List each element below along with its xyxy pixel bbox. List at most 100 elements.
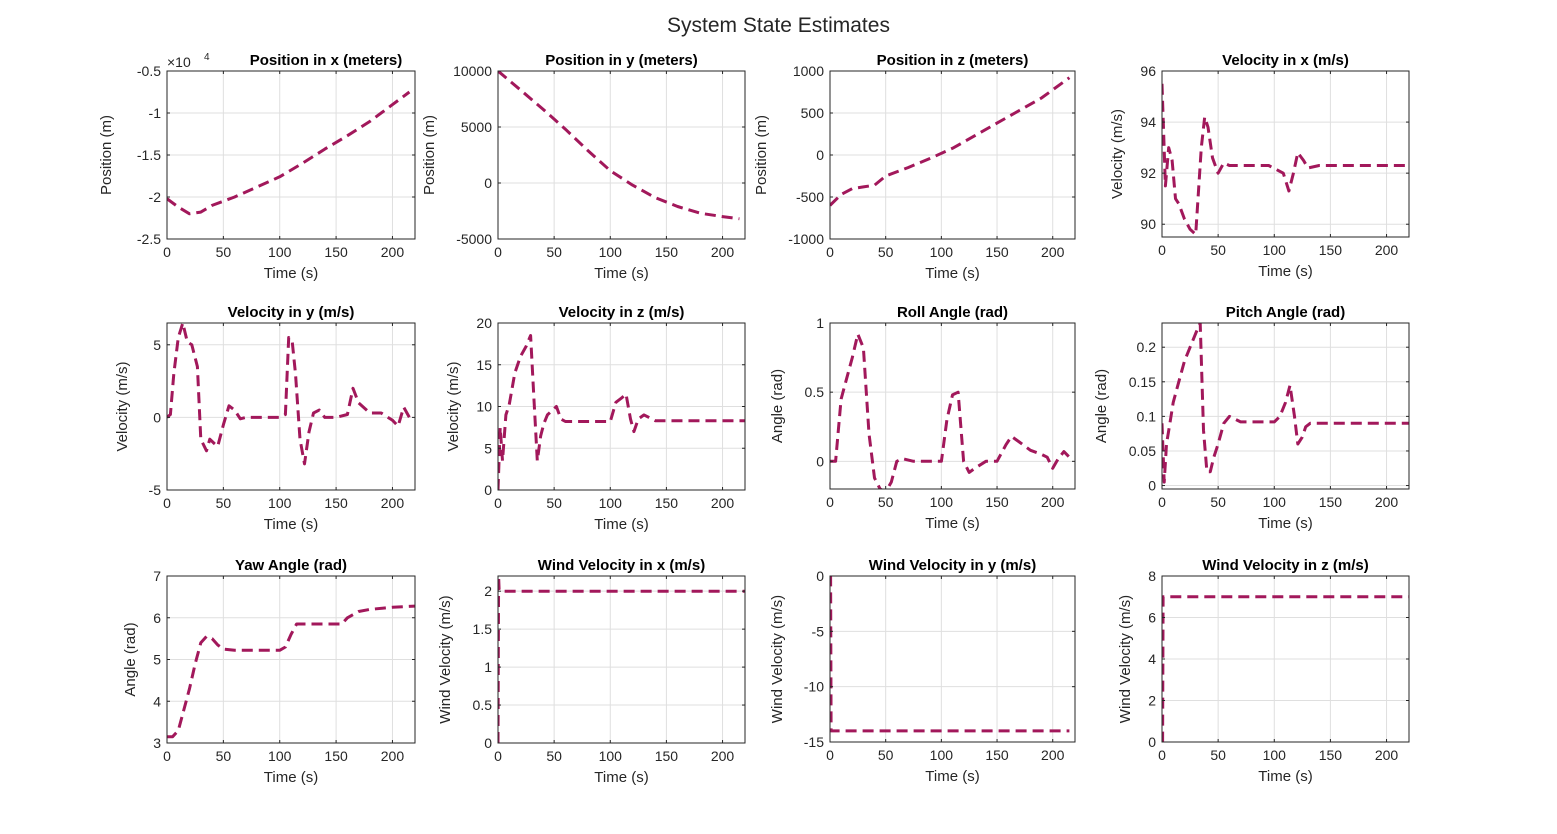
x-tick-label: 150 — [655, 495, 679, 511]
y-tick-label: 500 — [801, 105, 825, 121]
x-tick-label: 150 — [985, 244, 1009, 260]
axes-box — [497, 575, 746, 744]
x-tick-label: 200 — [711, 495, 735, 511]
x-tick-label: 100 — [1263, 747, 1287, 763]
x-axis-label: Time (s) — [264, 265, 318, 282]
y-tick-label: 0 — [153, 409, 161, 425]
subplot-title: Wind Velocity in z (m/s) — [1202, 557, 1369, 574]
x-tick-label: 50 — [216, 244, 232, 260]
x-tick-label: 200 — [381, 495, 405, 511]
x-tick-label: 50 — [216, 748, 232, 764]
y-tick-label: 3 — [153, 735, 161, 751]
y-axis-label: Position (m) — [421, 115, 438, 195]
axes-box — [829, 322, 1076, 490]
y-tick-label: 0.15 — [1129, 374, 1156, 390]
x-tick-label: 0 — [494, 495, 502, 511]
x-tick-label: 50 — [216, 495, 232, 511]
y-tick-label: 7 — [153, 568, 161, 584]
x-tick-label: 0 — [163, 495, 171, 511]
x-tick-label: 100 — [930, 244, 954, 260]
x-tick-label: 100 — [930, 494, 954, 510]
x-axis-label: Time (s) — [594, 516, 648, 533]
y-axis-label: Angle (rad) — [1093, 369, 1110, 443]
subplot-10: 0 50 100 150 200 0 0.5 1 1.5 2 Wind Velocity in x … — [437, 557, 746, 786]
x-tick-label: 200 — [711, 748, 735, 764]
y-axis-label: Wind Velocity (m/s) — [437, 595, 454, 723]
x-tick-label: 200 — [1375, 242, 1399, 258]
x-tick-label: 0 — [494, 244, 502, 260]
y-tick-label: 8 — [1148, 568, 1156, 584]
x-tick-label: 0 — [163, 748, 171, 764]
y-axis-label: Angle (rad) — [122, 622, 139, 696]
x-tick-label: 0 — [826, 494, 834, 510]
y-tick-label: -2 — [149, 189, 162, 205]
x-tick-label: 100 — [599, 495, 623, 511]
axes-box — [829, 575, 1076, 743]
y-tick-label: 0.2 — [1137, 339, 1157, 355]
y-tick-label: 0 — [816, 453, 824, 469]
plot-area — [830, 576, 1075, 742]
x-tick-label: 0 — [1158, 242, 1166, 258]
x-tick-label: 50 — [546, 495, 562, 511]
subplot-title: Pitch Angle (rad) — [1226, 304, 1345, 321]
series-line-1 — [167, 90, 411, 216]
series-line-1 — [1162, 323, 1409, 484]
x-tick-label: 100 — [930, 747, 954, 763]
y-tick-label: 5 — [484, 440, 492, 456]
x-tick-label: 100 — [1263, 242, 1287, 258]
y-tick-label: 0 — [1148, 734, 1156, 750]
series-line-1 — [167, 323, 411, 466]
x-tick-label: 100 — [268, 495, 292, 511]
y-tick-label: -0.5 — [137, 63, 161, 79]
subplot-1: 0 50 100 150 200 -2.5 -2 -1.5 -1 -0.5 ×10 4 Position… — [98, 52, 416, 282]
y-tick-label: 5000 — [461, 119, 492, 135]
y-tick-label: 90 — [1140, 216, 1156, 232]
x-tick-label: 50 — [546, 244, 562, 260]
x-tick-label: 200 — [381, 748, 405, 764]
x-tick-label: 0 — [1158, 747, 1166, 763]
x-tick-label: 150 — [655, 748, 679, 764]
y-axis-label: Position (m) — [98, 115, 115, 195]
series-line-1 — [1162, 83, 1409, 236]
x-axis-label: Time (s) — [264, 516, 318, 533]
x-tick-label: 0 — [826, 747, 834, 763]
x-tick-label: 150 — [1319, 242, 1343, 258]
axes-box — [1161, 322, 1410, 490]
x-tick-label: 200 — [1375, 747, 1399, 763]
y-tick-label: 0 — [816, 568, 824, 584]
subplot-title: Wind Velocity in y (m/s) — [869, 557, 1036, 574]
x-tick-label: 50 — [1210, 242, 1226, 258]
x-tick-label: 150 — [324, 748, 348, 764]
x-tick-label: 50 — [1210, 494, 1226, 510]
y-tick-label: 96 — [1140, 63, 1156, 79]
x-tick-label: 50 — [878, 747, 894, 763]
plot-area — [498, 71, 745, 239]
y-tick-label: 0.5 — [473, 697, 493, 713]
subplot-title: Yaw Angle (rad) — [235, 557, 347, 574]
x-axis-label: Time (s) — [1258, 515, 1312, 532]
axes-box — [166, 322, 416, 491]
x-tick-label: 100 — [599, 244, 623, 260]
subplot-6: 0 50 100 150 200 0 5 10 15 20 Velocity in z (m/s) T… — [445, 304, 746, 533]
y-tick-label: 0 — [484, 735, 492, 751]
series-line-1 — [830, 332, 1071, 489]
x-tick-label: 50 — [878, 494, 894, 510]
y-tick-label: -15 — [804, 734, 824, 750]
x-axis-label: Time (s) — [594, 265, 648, 282]
y-tick-label: -2.5 — [137, 231, 161, 247]
x-axis-label: Time (s) — [594, 769, 648, 786]
y-tick-label: 20 — [476, 315, 492, 331]
y-tick-label: -10 — [804, 679, 824, 695]
x-tick-label: 150 — [324, 495, 348, 511]
y-tick-label: 6 — [1148, 610, 1156, 626]
x-tick-label: 150 — [985, 747, 1009, 763]
y-axis-label: Velocity (m/s) — [445, 361, 462, 451]
plot-area — [498, 576, 745, 743]
x-tick-label: 150 — [655, 244, 679, 260]
y-tick-label: -5000 — [456, 231, 492, 247]
x-tick-label: 200 — [1375, 494, 1399, 510]
x-tick-label: 200 — [1041, 747, 1065, 763]
x-tick-label: 200 — [381, 244, 405, 260]
x-tick-label: 100 — [268, 748, 292, 764]
y-tick-label: 2 — [1148, 693, 1156, 709]
